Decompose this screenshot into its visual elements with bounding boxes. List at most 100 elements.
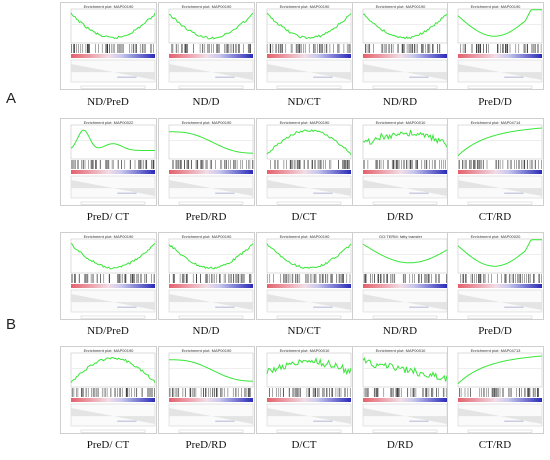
panel-title: Enrichment plot: MAP00190 [181, 4, 232, 9]
panel-title: Enrichment plot: MAP04713 [470, 348, 521, 353]
curve-frame [457, 352, 543, 388]
panel-caption: PreD/D [478, 325, 512, 337]
curve-frame [266, 238, 352, 274]
panel-caption: D/CT [291, 439, 317, 451]
curve-frame [457, 124, 543, 160]
panel-title: Enrichment plot: MAP00190 [279, 120, 330, 125]
enrichment-plot-panel: Enrichment plot: MAP00010 [352, 346, 449, 434]
legend-box [372, 429, 438, 433]
ranked-metric-area [71, 64, 155, 80]
ranked-metric-area [458, 294, 542, 310]
panel-caption: CT/RD [478, 211, 512, 223]
panel-title: Enrichment plot: MAP00022 [83, 120, 134, 125]
curve-frame [70, 124, 156, 160]
curve-frame [266, 8, 352, 44]
enrichment-plot-svg [70, 352, 156, 433]
legend-box [467, 85, 533, 89]
ranked-metric-area [363, 408, 447, 424]
enrichment-plot-panel: Enrichment plot: MAP00190 [256, 232, 353, 320]
ranked-list-bar [267, 54, 351, 58]
enrichment-plot-panel: Enrichment plot: MAP00190 [352, 2, 449, 90]
enrichment-plot-svg [362, 124, 448, 205]
panel-caption: ND/CT [287, 96, 321, 108]
enrichment-plot-panel: Enrichment plot: MAP00190 [60, 2, 157, 90]
curve-frame [362, 124, 448, 160]
legend-box [276, 85, 342, 89]
ranked-metric-area [363, 294, 447, 310]
panel-title: Enrichment plot: MAP00190 [83, 348, 134, 353]
curve-frame [362, 238, 448, 274]
ranked-list-bar [363, 284, 447, 288]
panel-caption: PreD/RD [185, 439, 227, 451]
enrichment-curve [457, 239, 542, 267]
section-label-b: B [6, 316, 17, 333]
panel-title: Enrichment plot: MAP00190 [470, 4, 521, 9]
legend-box [178, 315, 244, 319]
curve-frame [168, 8, 254, 44]
ranked-metric-area [267, 294, 351, 310]
ranked-list-bar [458, 54, 542, 58]
enrichment-plot-svg [168, 8, 254, 89]
ranked-list-bar [458, 284, 542, 288]
enrichment-plot-panel: Enrichment plot: MAP00190 [256, 2, 353, 90]
curve-frame [168, 238, 254, 274]
curve-frame [70, 352, 156, 388]
panel-caption: ND/PreD [87, 96, 129, 108]
ranked-list-bar [458, 398, 542, 402]
panel-caption: CT/RD [478, 439, 512, 451]
enrichment-curve [266, 243, 352, 269]
panel-caption: PreD/RD [185, 211, 227, 223]
panel-caption: D/CT [291, 211, 317, 223]
ranked-list-bar [267, 398, 351, 402]
enrichment-plot-panel: Enrichment plot: MAP04714 [447, 118, 544, 206]
enrichment-plot-svg [457, 352, 543, 433]
enrichment-plot-panel: Enrichment plot: MAP00020 [447, 232, 544, 320]
ranked-list-bar [363, 398, 447, 402]
panel-title: Enrichment plot: MAP00020 [470, 234, 521, 239]
enrichment-curve [457, 127, 543, 156]
panel-title: Enrichment plot: MAP00190 [83, 4, 134, 9]
ranked-list-bar [169, 398, 253, 402]
legend-box [372, 315, 438, 319]
panel-title: Enrichment plot: MAP00190 [279, 234, 330, 239]
enrichment-plot-panel: Enrichment plot: MAP00190 [158, 346, 255, 434]
enrichment-plot-panel: Enrichment plot: MAP00190 [60, 232, 157, 320]
enrichment-curve [362, 357, 448, 382]
enrichment-plot-svg [362, 8, 448, 89]
enrichment-plot-svg [266, 8, 352, 89]
enrichment-plot-panel: GO:TERM: fatty transfer [352, 232, 449, 320]
enrichment-curve [70, 12, 156, 40]
curve-frame [457, 8, 543, 44]
legend-box [276, 201, 342, 205]
enrichment-curve [266, 357, 352, 376]
enrichment-plot-svg [266, 238, 352, 319]
ranked-list-bar [169, 170, 253, 174]
enrichment-plot-svg [457, 238, 543, 319]
enrichment-plot-panel: Enrichment plot: MAP00190 [256, 118, 353, 206]
panel-title: Enrichment plot: MAP00010 [375, 348, 426, 353]
ranked-metric-area [458, 64, 542, 80]
legend-box [178, 429, 244, 433]
curve-frame [457, 238, 543, 274]
panel-caption: ND/D [192, 325, 220, 337]
panel-title: Enrichment plot: MAP00010 [375, 120, 426, 125]
enrichment-curve [70, 356, 156, 383]
panel-title: Enrichment plot: MAP00190 [181, 234, 232, 239]
curve-frame [168, 352, 254, 388]
enrichment-plot-panel: Enrichment plot: MAP00010 [352, 118, 449, 206]
enrichment-curve [362, 243, 448, 264]
enrichment-plot-svg [168, 238, 254, 319]
ranked-list-bar [267, 170, 351, 174]
enrichment-plot-svg [266, 124, 352, 205]
ranked-metric-area [169, 408, 253, 424]
panel-title: Enrichment plot: MAP00190 [181, 120, 232, 125]
ranked-metric-area [363, 64, 447, 80]
panel-caption: ND/D [192, 96, 220, 108]
enrichment-curve [266, 12, 352, 39]
ranked-metric-area [71, 408, 155, 424]
enrichment-plot-svg [362, 352, 448, 433]
curve-frame [362, 352, 448, 388]
enrichment-curve [70, 129, 155, 151]
panel-caption: D/RD [386, 439, 414, 451]
enrichment-plot-svg [70, 124, 156, 205]
